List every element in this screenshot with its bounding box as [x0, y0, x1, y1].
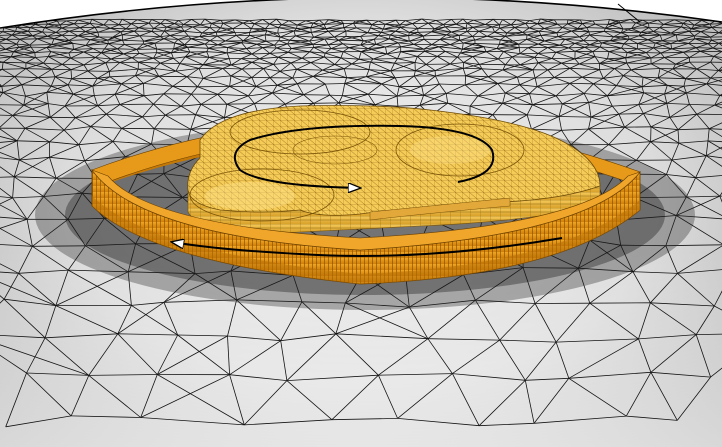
mesh-edge [124, 53, 140, 54]
mesh-edge [424, 36, 425, 39]
mesh-edge [32, 36, 47, 37]
mesh-edge [325, 84, 344, 85]
mesh-edge [0, 35, 12, 36]
mesh-edge [200, 36, 217, 37]
mesh-edge [62, 64, 84, 65]
mesh-edge [535, 78, 554, 79]
mesh-edge [519, 44, 520, 47]
mesh-edge [20, 39, 37, 40]
mesh-edge [600, 63, 627, 64]
mesh-edge [297, 25, 298, 28]
mesh-edge [697, 114, 722, 115]
mesh-edge [311, 28, 312, 33]
mesh-edge [409, 36, 410, 42]
mesh-edge [567, 20, 568, 24]
mesh-edge [173, 86, 198, 87]
mesh-edge [288, 52, 309, 53]
mesh-edge [160, 63, 180, 64]
mesh-edge [638, 43, 656, 44]
mesh-edge [582, 24, 595, 25]
mesh-edge [451, 32, 467, 33]
mesh-edge [515, 28, 530, 29]
mesh-edge [313, 44, 329, 45]
mesh-edge [651, 58, 665, 59]
mesh-edge [579, 64, 599, 65]
mesh-edge [35, 53, 36, 58]
mesh-edge [124, 44, 143, 45]
mesh-edge [121, 83, 143, 84]
mesh-edge [341, 20, 355, 21]
mesh-edge [330, 95, 343, 96]
mesh-edge [242, 69, 263, 70]
mesh-edge [170, 36, 188, 37]
mesh-edge [72, 78, 98, 79]
mesh-edge [459, 35, 460, 40]
mesh-edge [589, 32, 590, 35]
mesh-edge [418, 32, 432, 33]
mesh-edge [538, 24, 558, 25]
mesh-edge [463, 63, 464, 69]
